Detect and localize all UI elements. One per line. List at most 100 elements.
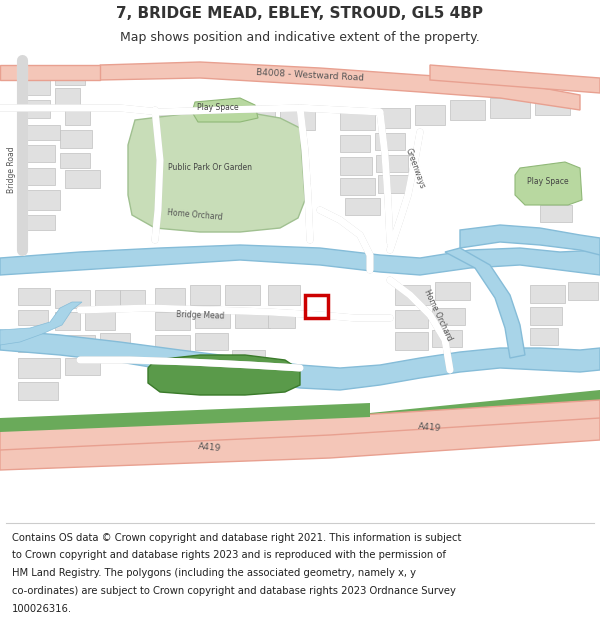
Polygon shape [540,180,575,200]
Polygon shape [350,390,600,430]
Polygon shape [430,65,600,93]
Polygon shape [378,175,410,193]
Polygon shape [18,310,48,325]
Polygon shape [20,190,60,210]
Polygon shape [432,330,462,347]
Polygon shape [530,307,562,325]
Polygon shape [65,358,100,375]
Polygon shape [20,70,50,95]
Polygon shape [120,290,145,308]
Polygon shape [340,178,375,195]
Polygon shape [435,282,470,300]
Polygon shape [128,112,305,232]
Text: HM Land Registry. The polygons (including the associated geometry, namely x, y: HM Land Registry. The polygons (includin… [12,568,416,578]
Polygon shape [195,112,230,132]
Polygon shape [55,68,85,85]
Polygon shape [155,140,190,158]
Polygon shape [148,355,300,395]
Polygon shape [55,312,80,330]
Polygon shape [432,308,465,325]
Text: Public Park Or Garden: Public Park Or Garden [168,164,252,172]
Polygon shape [450,100,485,120]
Polygon shape [340,110,375,130]
Polygon shape [235,110,275,132]
Polygon shape [268,310,295,328]
Polygon shape [18,382,58,400]
Text: 100026316.: 100026316. [12,604,72,614]
Polygon shape [0,302,82,345]
Polygon shape [535,95,570,115]
Text: co-ordinates) are subject to Crown copyright and database rights 2023 Ordnance S: co-ordinates) are subject to Crown copyr… [12,586,456,596]
Polygon shape [155,115,190,135]
Text: Home Orchard: Home Orchard [422,288,454,342]
Polygon shape [280,183,310,200]
Polygon shape [445,248,525,358]
Text: Bridge Mead: Bridge Mead [176,309,224,321]
Polygon shape [155,312,190,330]
Polygon shape [95,290,120,308]
Polygon shape [60,130,92,148]
Polygon shape [190,285,220,305]
Polygon shape [490,98,530,118]
Polygon shape [232,160,265,178]
Polygon shape [380,108,410,128]
Polygon shape [18,288,50,305]
Polygon shape [65,108,90,125]
Polygon shape [415,105,445,125]
Polygon shape [192,98,258,122]
Polygon shape [268,285,300,305]
Polygon shape [55,290,90,308]
Polygon shape [0,330,600,390]
Text: A419: A419 [418,422,442,434]
Polygon shape [55,88,80,105]
Polygon shape [100,62,580,110]
Polygon shape [195,160,228,178]
Polygon shape [0,418,600,470]
Text: Play Space: Play Space [197,104,239,112]
Polygon shape [195,138,230,156]
Polygon shape [376,155,408,172]
Polygon shape [20,125,60,140]
Polygon shape [20,215,55,230]
Polygon shape [240,183,275,200]
Polygon shape [0,65,100,80]
Polygon shape [200,183,235,200]
Polygon shape [275,138,305,155]
Text: A419: A419 [198,442,222,454]
Polygon shape [0,400,600,460]
Polygon shape [155,162,190,182]
Polygon shape [235,138,270,155]
Polygon shape [60,153,90,168]
Polygon shape [530,328,558,345]
Text: 7, BRIDGE MEAD, EBLEY, STROUD, GL5 4BP: 7, BRIDGE MEAD, EBLEY, STROUD, GL5 4BP [116,6,484,21]
Text: Home Orchard: Home Orchard [167,208,223,222]
Polygon shape [155,335,190,352]
Polygon shape [395,285,430,305]
Polygon shape [340,157,372,175]
Polygon shape [18,358,60,378]
Polygon shape [20,168,55,185]
Polygon shape [340,135,370,152]
Polygon shape [375,133,405,150]
Polygon shape [18,335,55,352]
Polygon shape [60,335,95,352]
Polygon shape [195,310,230,328]
Text: B4008 - Westward Road: B4008 - Westward Road [256,68,364,82]
Polygon shape [280,108,315,130]
Polygon shape [20,145,55,162]
Text: Greenways: Greenways [403,146,427,189]
Polygon shape [0,403,370,432]
Text: Play Space: Play Space [527,177,569,186]
Text: to Crown copyright and database rights 2023 and is reproduced with the permissio: to Crown copyright and database rights 2… [12,551,446,561]
Text: Contains OS data © Crown copyright and database right 2021. This information is : Contains OS data © Crown copyright and d… [12,532,461,542]
Polygon shape [515,162,582,205]
Polygon shape [568,282,598,300]
Polygon shape [20,100,50,118]
Polygon shape [85,312,115,330]
Text: Bridge Road: Bridge Road [7,147,17,193]
Polygon shape [345,198,380,215]
Polygon shape [195,333,228,350]
Polygon shape [100,333,130,350]
Polygon shape [530,285,565,303]
Polygon shape [225,285,260,305]
